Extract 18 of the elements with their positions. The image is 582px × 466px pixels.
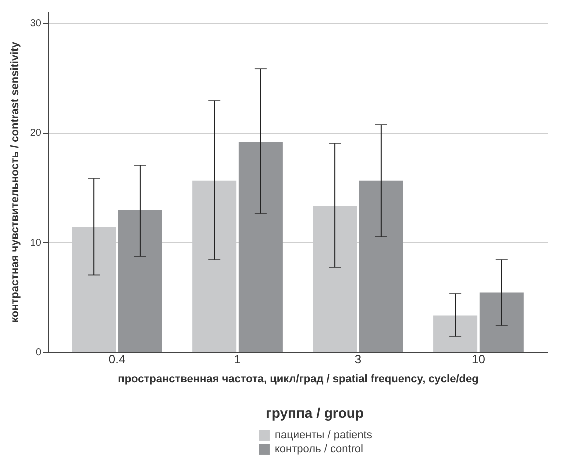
bar	[359, 180, 404, 352]
y-tick-label: 30	[30, 18, 42, 30]
x-tick-label: 1	[234, 352, 242, 366]
y-tick-label: 20	[30, 128, 42, 140]
bar	[238, 142, 283, 352]
bar	[118, 210, 162, 352]
x-tick-label: 10	[472, 352, 486, 366]
legend-label: пациенты / patients	[275, 430, 373, 442]
x-axis-title: пространственная частота, цикл/град / spatial frequency, cycle/deg	[118, 374, 479, 386]
x-tick-label: 3	[354, 352, 362, 366]
bar	[434, 316, 478, 352]
y-axis-title: контрастная чувствительность / contrast sensitivity	[9, 41, 22, 323]
y-tick-label: 10	[30, 238, 42, 249]
legend-title: группа / group	[266, 405, 364, 421]
y-tick-label: 0	[36, 348, 42, 358]
x-tick-label: 0.4	[108, 352, 126, 366]
legend-label: контроль / control	[275, 444, 364, 456]
bar	[480, 292, 524, 352]
